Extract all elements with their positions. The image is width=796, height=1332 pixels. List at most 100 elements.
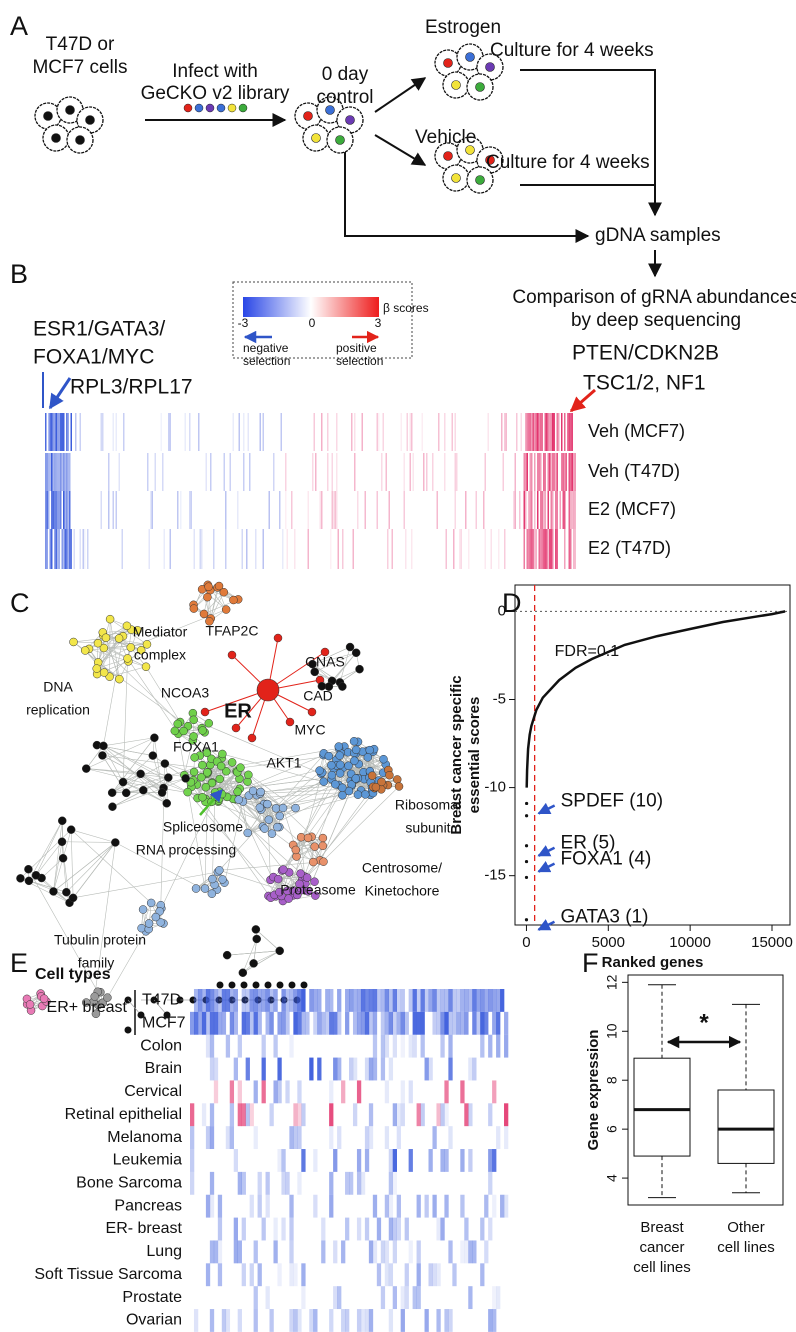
heatmap-cell [384,989,390,1012]
heatmap-stripe [556,529,558,569]
network-node [200,884,210,893]
network-node [99,741,108,751]
heatmap-stripe [531,491,533,529]
threshold-label: FDR=0.1 [555,643,620,660]
y-tick-label: -10 [484,779,506,796]
heatmap-cell [356,1217,362,1241]
heatmap-stripe [48,453,50,491]
heatmap-stripe [319,491,321,529]
heatmap-cell [424,1057,429,1081]
panel-label: B [10,259,28,289]
heatmap-cell [257,1171,262,1195]
heatmap-cell [388,1171,394,1195]
heatmap-cell [400,1034,405,1058]
network-node [319,857,328,866]
group-label: ER+ breast [47,999,128,1016]
heatmap-cell [345,1217,350,1241]
heatmap-stripe [54,413,56,451]
network-edge [96,658,128,669]
network-node [93,638,103,648]
heatmap-cell [480,989,485,1012]
heatmap-stripe [285,453,287,491]
heatmap-cell [384,1011,390,1035]
network-edge [283,773,341,870]
network-edge [88,648,147,668]
heatmap-stripe [564,491,566,529]
network-edge [122,658,128,783]
heatmap-stripe [529,413,531,451]
heatmap-cell [396,1217,401,1241]
network-node [344,786,354,796]
heatmap-stripe [330,529,332,569]
heatmap-cell [265,1194,270,1218]
network-edge [103,636,124,746]
heatmap-cell [480,1263,485,1287]
heatmap-cell [249,1103,254,1127]
heatmap-stripe [561,453,563,491]
heatmap-cell [356,989,362,1012]
heatmap-cell [281,989,286,1012]
heatmap-stripe [315,453,317,491]
heatmap-cell [265,1286,270,1310]
heatmap-cell [209,1194,215,1218]
panel-label: F [582,948,599,978]
x-tick-label: 10000 [669,934,711,951]
heatmap-cell [329,1126,334,1150]
heatmap-cell [333,1057,338,1081]
heatmap-cell [241,1263,246,1287]
heatmap-stripe [69,453,71,491]
heatmap-cell [201,1011,207,1035]
heatmap-cell [472,1240,477,1264]
cell-nucleus [325,105,335,115]
heatmap-cell [416,1263,421,1287]
heatmap-stripe [562,453,564,491]
heatmap-stripe [568,491,570,529]
heatmap-cell [293,1126,298,1150]
row-label: Veh (MCF7) [588,421,685,441]
network-node [162,799,171,808]
heatmap-stripe [570,413,572,451]
network-edge [70,829,152,904]
heatmap-stripe [376,413,378,451]
network-node [202,768,212,777]
network-node [315,766,324,775]
plot-frame [627,974,784,1206]
network-node [215,774,224,784]
network-node [204,582,213,591]
heatmap-cell [269,1011,274,1035]
heatmap-cell [301,1103,306,1127]
label: by deep sequencing [571,310,741,331]
heatmap-cell [472,989,477,1012]
heatmap-stripe [243,413,245,451]
heatmap-cell [408,1080,413,1104]
heatmap-cell [496,989,501,1012]
gene-label: PTEN/CDKN2B [572,342,719,365]
heatmap-stripe [403,491,405,529]
network-node [197,773,206,782]
heatmap-stripe [552,413,554,451]
heatmap-cell [301,1286,306,1310]
network-edge [28,880,67,893]
heatmap-cell [396,989,401,1012]
heatmap-stripe [568,453,570,491]
network-node [338,682,347,691]
heatmap-stripe [574,491,576,529]
heatmap-stripe [63,491,65,529]
heatmap-cell [404,1286,409,1310]
heatmap-stripe [177,491,179,529]
heatmap-stripe [405,529,407,569]
network-edge [112,763,166,793]
heatmap-cell [229,1126,235,1150]
gene-arrow [48,377,72,410]
heatmap-cell [233,1240,238,1264]
heatmap-stripe [544,453,546,491]
heatmap-cell [468,1149,473,1172]
label: 0 day [322,64,369,85]
heatmap-cell [301,1011,306,1035]
network-node [99,643,109,653]
network-label: Spliceosome [163,819,243,835]
heatmap-stripe [534,413,536,451]
heatmap-stripe [528,491,530,529]
network-edge [102,755,164,789]
point-label: SPDEF (10) [561,790,663,811]
